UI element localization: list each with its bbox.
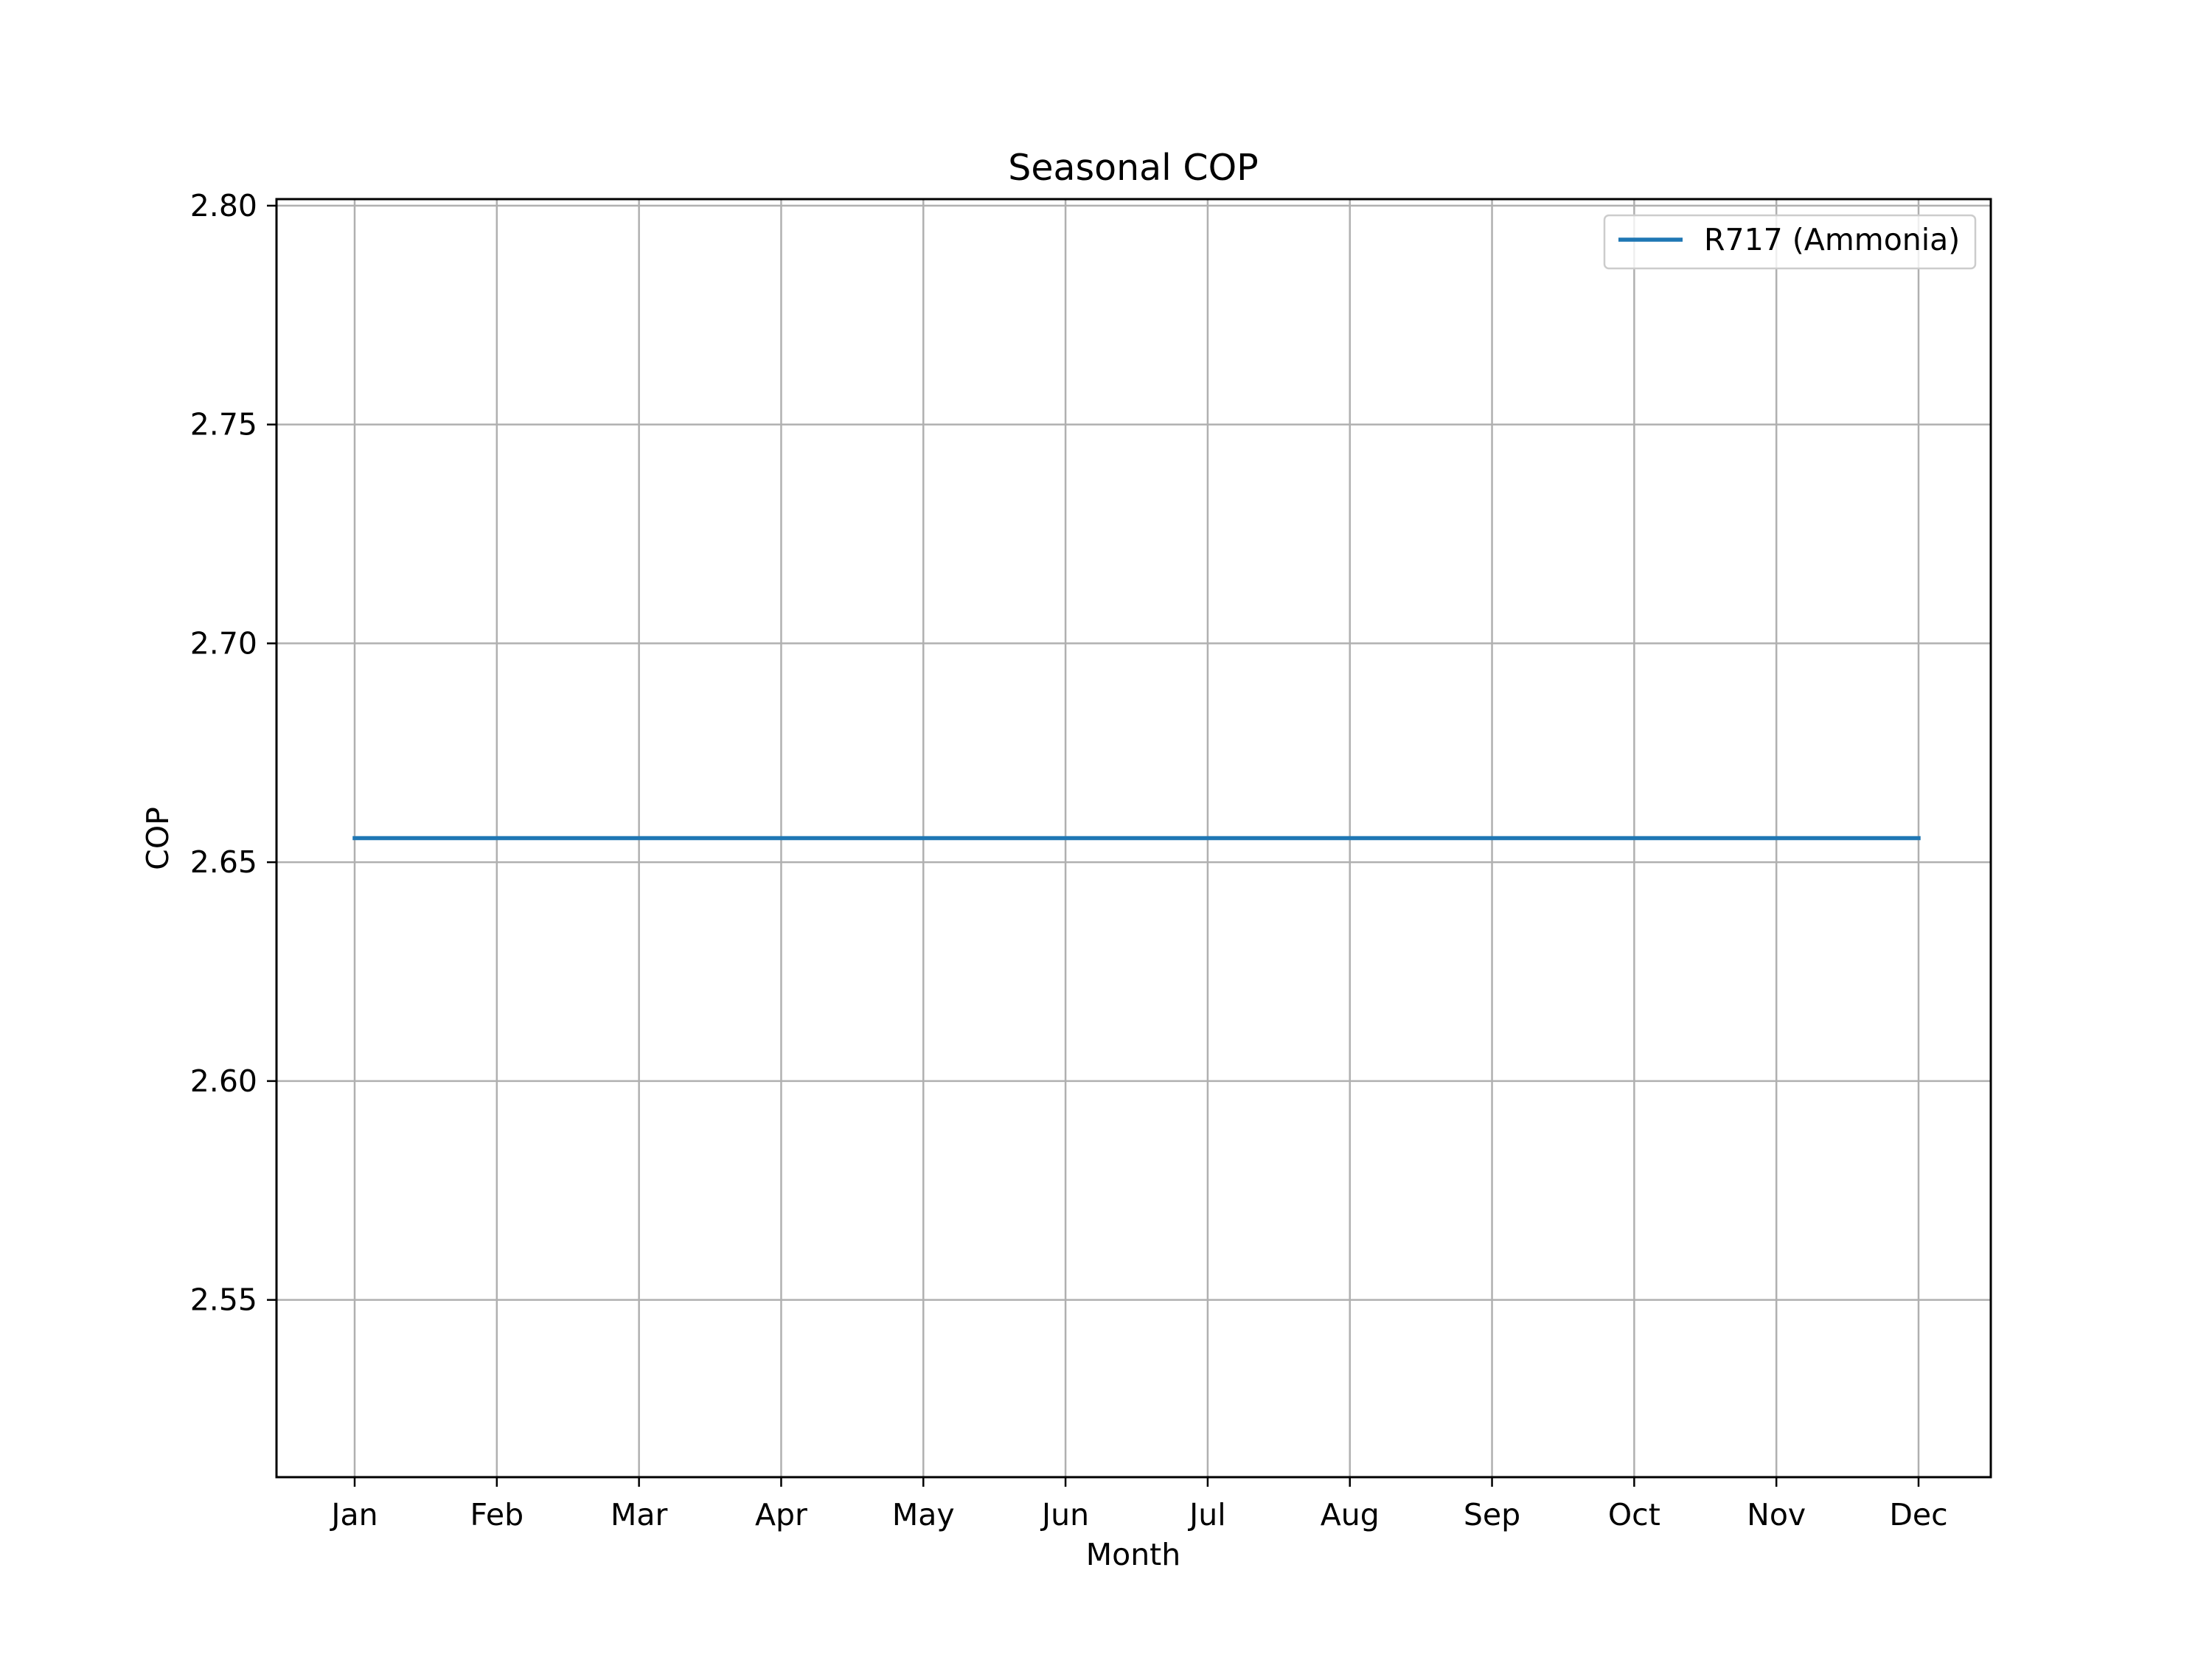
x-tick-label: Dec [1889, 1497, 1947, 1532]
plot-frame [275, 198, 1992, 1479]
x-tick-label: Jan [329, 1497, 378, 1532]
legend: R717 (Ammonia) [1603, 214, 1977, 270]
y-tick-label: 2.80 [190, 188, 257, 223]
x-axis: Jan Feb Mar Apr May Jun Jul Aug Sep Oct Nov Dec [329, 1477, 1948, 1532]
legend-box [1603, 214, 1977, 270]
x-tick-label: Nov [1747, 1497, 1806, 1532]
x-tick-label: Feb [470, 1497, 524, 1532]
x-tick-label: Aug [1321, 1497, 1380, 1532]
x-tick-label: Apr [755, 1497, 807, 1532]
y-tick-label: 2.60 [190, 1063, 257, 1099]
x-tick-label: May [892, 1497, 955, 1532]
y-axis-label: COP [140, 807, 175, 870]
y-tick-label: 2.65 [190, 844, 257, 880]
x-tick-label: Jul [1187, 1497, 1225, 1532]
x-tick-label: Jun [1040, 1497, 1089, 1532]
legend-label: R717 (Ammonia) [1704, 222, 1960, 257]
y-tick-label: 2.70 [190, 625, 257, 661]
y-axis: 2.55 2.60 2.65 2.70 2.75 2.80 [190, 188, 276, 1318]
x-tick-label: Oct [1608, 1497, 1660, 1532]
x-tick-label: Sep [1464, 1497, 1520, 1532]
y-tick-label: 2.55 [190, 1282, 257, 1318]
x-tick-label: Mar [611, 1497, 667, 1532]
x-axis-label: Month [1086, 1537, 1181, 1572]
chart-title: Seasonal COP [1008, 147, 1258, 189]
y-tick-label: 2.75 [190, 407, 257, 442]
